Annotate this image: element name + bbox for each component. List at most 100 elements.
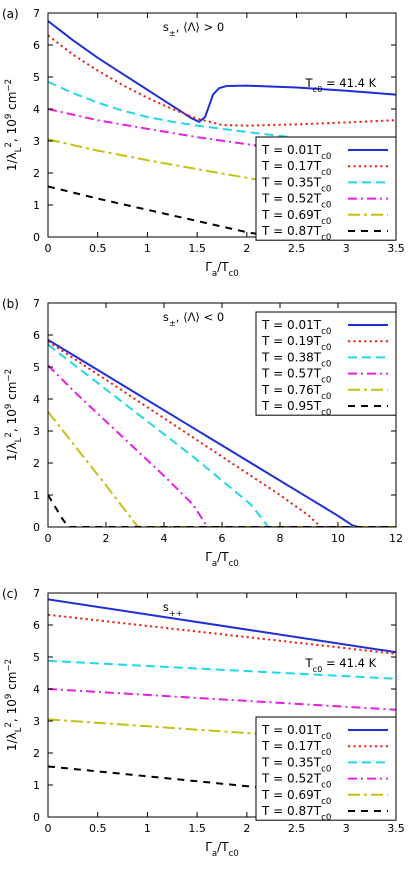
legend-entry-6: T = 0.87Tc0 <box>261 224 331 243</box>
x-tick-label: 0.5 <box>89 822 107 835</box>
legend-entry-5: T = 0.69Tc0 <box>261 788 331 807</box>
y-tick-label: 0 <box>33 811 40 824</box>
legend-entry-5: T = 0.69Tc0 <box>261 208 331 227</box>
legend-entry-4: T = 0.57Tc0 <box>261 367 331 386</box>
x-tick-label: 2 <box>243 822 250 835</box>
x-tick-label: 1 <box>144 822 151 835</box>
series-line-4 <box>48 688 396 711</box>
legend-entry-4: T = 0.52Tc0 <box>261 192 331 211</box>
legend-entry-5: T = 0.76Tc0 <box>261 383 331 402</box>
legend-entry-1: T = 0.01Tc0 <box>261 723 331 742</box>
tc0-annotation: Tc0 = 41.4 K <box>305 76 377 94</box>
x-tick-label: 2.5 <box>288 242 306 255</box>
panel-annotation: s±, ⟨Λ⟩ > 0 <box>163 20 224 38</box>
y-tick-label: 4 <box>33 393 40 406</box>
x-tick-label: 1.5 <box>188 822 206 835</box>
legend-entry-4: T = 0.52Tc0 <box>261 772 331 791</box>
y-axis-label: 1/λL2, 109 cm−2 <box>4 369 24 461</box>
y-tick-label: 2 <box>33 457 40 470</box>
legend-entry-3: T = 0.35Tc0 <box>261 755 331 774</box>
y-tick-label: 2 <box>33 167 40 180</box>
series-line-5 <box>48 138 396 205</box>
series-line-3 <box>48 659 396 680</box>
x-tick-label: 3.5 <box>387 822 405 835</box>
series-line-3 <box>48 343 396 527</box>
y-tick-label: 7 <box>33 587 40 600</box>
x-tick-label: 8 <box>277 532 284 545</box>
y-tick-label: 1 <box>33 489 40 502</box>
y-tick-label: 7 <box>33 7 40 20</box>
legend-entry-3: T = 0.38Tc0 <box>261 350 331 369</box>
y-tick-label: 1 <box>33 779 40 792</box>
y-tick-label: 3 <box>33 135 40 148</box>
x-axis-label: Γa/Tc0 <box>205 840 239 859</box>
y-axis-label: 1/λL2, 109 cm−2 <box>4 659 24 751</box>
legend-entry-2: T = 0.17Tc0 <box>261 739 331 758</box>
y-tick-label: 7 <box>33 297 40 310</box>
x-axis-label: Γa/Tc0 <box>205 550 239 569</box>
series-line-2 <box>48 613 396 655</box>
y-tick-label: 6 <box>33 39 40 52</box>
x-tick-label: 0.5 <box>89 242 107 255</box>
y-axis-label: 1/λL2, 109 cm−2 <box>4 79 24 171</box>
y-tick-label: 3 <box>33 425 40 438</box>
x-tick-label: 3 <box>343 822 350 835</box>
x-tick-label: 1 <box>144 242 151 255</box>
legend-box <box>255 716 397 821</box>
x-tick-label: 2 <box>243 242 250 255</box>
x-tick-label: 2 <box>103 532 110 545</box>
legend-box <box>255 136 397 241</box>
legend-entry-3: T = 0.35Tc0 <box>261 175 331 194</box>
y-tick-label: 6 <box>33 329 40 342</box>
y-tick-label: 0 <box>33 231 40 244</box>
panel-annotation: s++ <box>163 600 183 618</box>
panel-label: (b) <box>2 297 19 311</box>
series-line-1 <box>48 20 396 123</box>
y-tick-label: 5 <box>33 361 40 374</box>
x-tick-label: 0 <box>45 532 52 545</box>
y-tick-label: 4 <box>33 103 40 116</box>
y-tick-label: 2 <box>33 747 40 760</box>
x-tick-label: 0 <box>45 822 52 835</box>
x-axis-label: Γa/Tc0 <box>205 260 239 279</box>
x-tick-label: 1.5 <box>188 242 206 255</box>
tc0-annotation: Tc0 = 41.4 K <box>305 656 377 674</box>
y-tick-label: 6 <box>33 619 40 632</box>
legend-box <box>255 311 397 416</box>
panel-label: (a) <box>2 7 19 21</box>
legend-entry-1: T = 0.01Tc0 <box>261 143 331 162</box>
panel-annotation: s±, ⟨Λ⟩ < 0 <box>163 310 224 328</box>
x-tick-label: 3.5 <box>387 242 405 255</box>
x-tick-label: 10 <box>331 532 345 545</box>
series-line-3 <box>48 80 396 147</box>
series-line-1 <box>48 338 396 527</box>
legend-entry-2: T = 0.17Tc0 <box>261 159 331 178</box>
x-tick-label: 0 <box>45 242 52 255</box>
y-tick-label: 5 <box>33 651 40 664</box>
panel-c-chart: 0 0.5 1 1.5 2 2.5 3 3.5 0 1 2 3 4 5 6 7 (c) s++ Tc0 = 41.4… <box>2 587 405 859</box>
plot-frame <box>47 592 397 818</box>
legend-entry-6: T = 0.95Tc0 <box>261 399 331 418</box>
series-line-2 <box>48 34 396 127</box>
y-tick-label: 4 <box>33 683 40 696</box>
series-group <box>48 338 396 527</box>
panel-label: (c) <box>2 587 18 601</box>
y-tick-label: 5 <box>33 71 40 84</box>
series-line-4 <box>48 364 396 527</box>
legend-entry-1: T = 0.01Tc0 <box>261 318 331 337</box>
y-tick-label: 0 <box>33 521 40 534</box>
x-tick-label: 6 <box>219 532 226 545</box>
legend-entry-6: T = 0.87Tc0 <box>261 804 331 823</box>
series-line-1 <box>48 598 396 654</box>
legend-entry-2: T = 0.19Tc0 <box>261 334 331 353</box>
x-tick-label: 3 <box>343 242 350 255</box>
y-tick-label: 1 <box>33 199 40 212</box>
y-tick-label: 3 <box>33 715 40 728</box>
x-tick-label: 12 <box>389 532 403 545</box>
x-tick-label: 4 <box>161 532 168 545</box>
series-line-5 <box>48 411 396 527</box>
plot-frame <box>47 12 397 238</box>
series-line-6 <box>48 494 396 527</box>
